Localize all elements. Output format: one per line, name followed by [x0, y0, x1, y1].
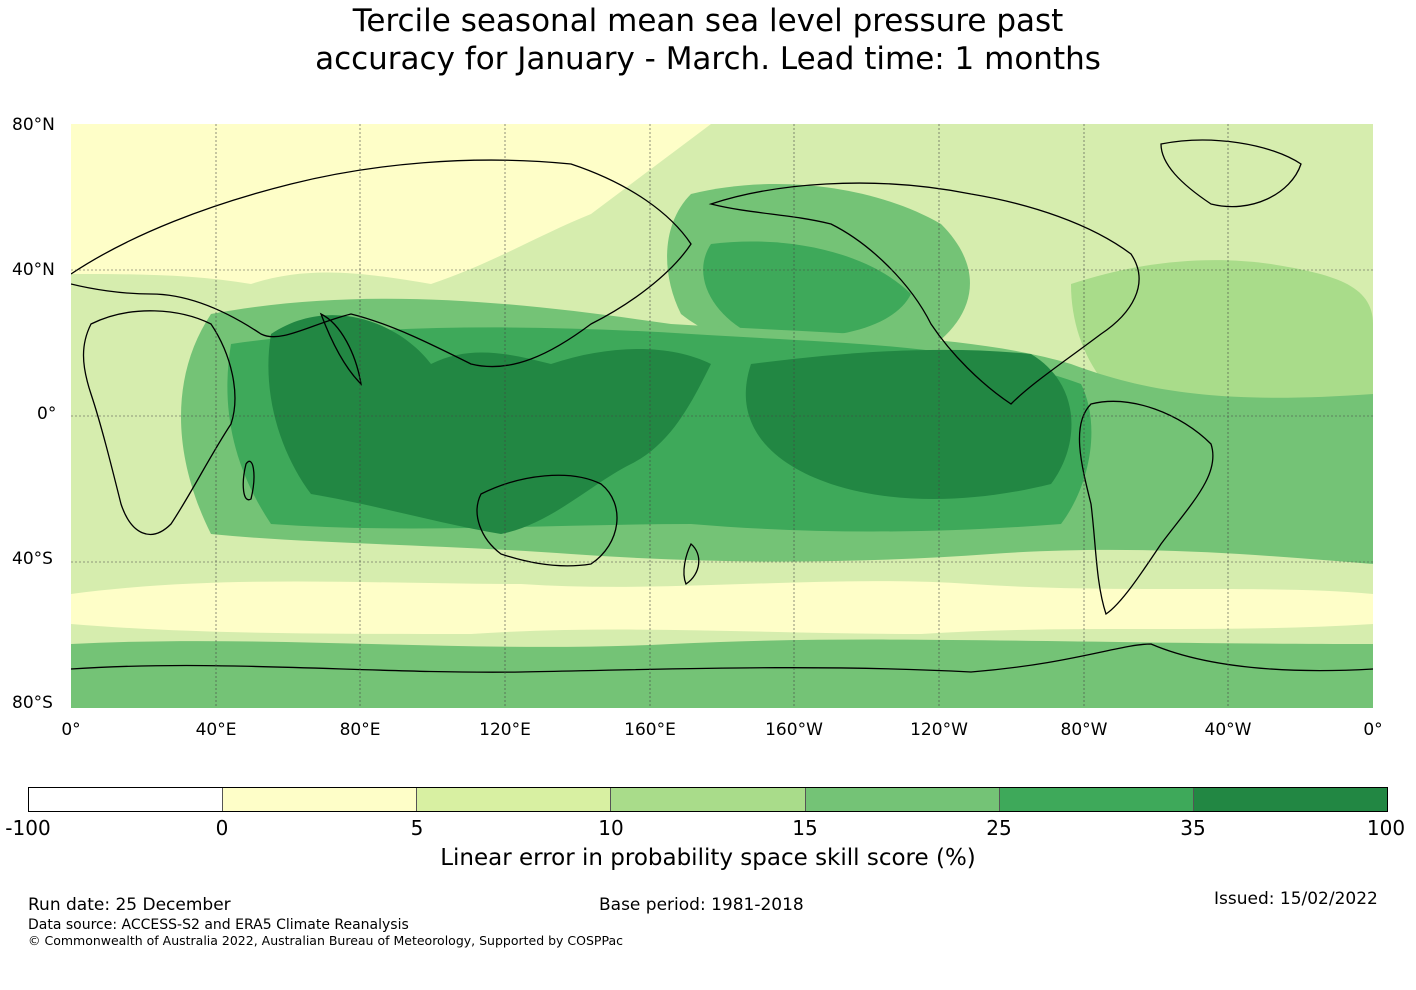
colorbar-segment-0	[29, 788, 224, 811]
lat-label-40s: 40°S	[12, 549, 53, 569]
colorbar-segment-5	[999, 788, 1194, 811]
lon-label-40w: 40°W	[1204, 720, 1252, 740]
colorbar-segment-3	[611, 788, 806, 811]
lon-label-80e: 80°E	[339, 720, 381, 740]
skill-zone-high-latitude-north	[71, 124, 711, 284]
data-source: Data source: ACCESS-S2 and ERA5 Climate …	[28, 917, 409, 933]
lon-label-0-left: 0°	[61, 720, 81, 740]
colorbar-segment-1	[223, 788, 418, 811]
colorbar-tick-0: 0	[215, 816, 229, 840]
coastline-greenland	[1160, 139, 1302, 208]
graticule	[71, 124, 1373, 708]
colorbar-tick-15: 15	[792, 816, 818, 840]
coastline-madagascar	[242, 460, 255, 501]
coastline-eurasia	[71, 159, 692, 368]
skill-zone-antarctic	[71, 639, 1373, 708]
copyright: © Commonwealth of Australia 2022, Austra…	[28, 933, 623, 948]
coastline-australia	[476, 474, 618, 567]
run-date: Run date: 25 December	[28, 895, 231, 915]
skill-zone-indian-ocean-peak	[268, 315, 711, 534]
colorbar	[28, 787, 1388, 812]
lon-label-160e: 160°E	[624, 720, 676, 740]
skill-score-map	[71, 124, 1373, 708]
lon-label-160w: 160°W	[765, 720, 823, 740]
lon-label-120w: 120°W	[910, 720, 968, 740]
coastline-new-zealand	[683, 542, 700, 585]
colorbar-segment-2	[417, 788, 612, 811]
lon-label-120e: 120°E	[479, 720, 531, 740]
map-canvas	[71, 124, 1373, 708]
colorbar-tick-100: 100	[1366, 816, 1406, 840]
lat-label-40n: 40°N	[12, 260, 55, 280]
coastline-north-america	[708, 182, 1140, 405]
colorbar-tick-35: 35	[1180, 816, 1206, 840]
lon-label-40e: 40°E	[195, 720, 237, 740]
chart-title: Tercile seasonal mean sea level pressure…	[0, 2, 1416, 78]
colorbar-segment-4	[805, 788, 1000, 811]
colorbar-tick-10: 10	[598, 816, 624, 840]
lon-label-80w: 80°W	[1060, 720, 1108, 740]
title-line-2: accuracy for January - March. Lead time:…	[315, 41, 1101, 77]
colorbar-label: Linear error in probability space skill …	[440, 845, 976, 871]
colorbar-tick-neg100: -100	[5, 816, 51, 840]
issued-date: Issued: 15/02/2022	[1214, 889, 1378, 909]
base-period: Base period: 1981-2018	[599, 895, 804, 915]
coastlines	[71, 139, 1373, 673]
colorbar-segment-6	[1193, 788, 1387, 811]
lon-label-0-right: 0°	[1363, 720, 1383, 740]
coastline-india	[319, 312, 362, 386]
lat-label-80s: 80°S	[12, 693, 53, 713]
coastline-africa	[82, 310, 236, 535]
lat-label-equator: 0°	[37, 404, 57, 424]
title-line-1: Tercile seasonal mean sea level pressure…	[352, 3, 1064, 39]
colorbar-tick-5: 5	[410, 816, 424, 840]
skill-zone-pacific-peak	[745, 349, 1072, 499]
coastline-antarctica	[71, 643, 1373, 673]
colorbar-tick-25: 25	[986, 816, 1012, 840]
coastline-south-america	[1078, 400, 1214, 616]
skill-zone-southern-ocean	[71, 581, 1373, 634]
skill-zone-north-pacific-core	[703, 241, 911, 338]
lat-label-80n: 80°N	[12, 115, 55, 135]
